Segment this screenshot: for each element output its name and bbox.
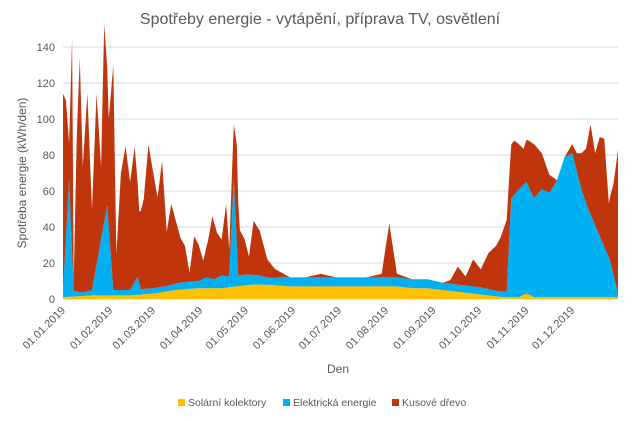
series-area-1 [63, 153, 618, 298]
plot-area [63, 24, 618, 299]
legend-label: Kusové dřevo [402, 397, 466, 409]
y-tick-label: 60 [43, 186, 55, 198]
legend-label: Elektrická energie [293, 397, 377, 409]
x-tick-label: 01.05.2019 [204, 305, 251, 352]
y-tick-label: 100 [37, 114, 55, 126]
chart-title: Spotřeby energie - vytápění, příprava TV… [140, 11, 501, 28]
x-tick-label: 01.06.2019 [251, 305, 298, 352]
x-tick-label: 01.12.2019 [530, 305, 577, 352]
y-tick-label: 0 [49, 294, 55, 306]
legend-swatch [392, 399, 399, 406]
x-axis-title: Den [327, 362, 349, 376]
x-tick-label: 01.11.2019 [485, 305, 532, 352]
x-tick-label: 01.10.2019 [437, 305, 484, 352]
y-axis-title: Spotřeba energie (kWh/den) [15, 98, 29, 249]
legend: Solární kolektory Elektrická energie Kusov… [178, 397, 466, 409]
legend-label: Solární kolektory [188, 397, 267, 409]
x-tick-label: 01.08.2019 [344, 305, 391, 352]
y-tick-label: 20 [43, 258, 55, 270]
y-tick-label: 80 [43, 150, 55, 162]
y-axis: 0 20 40 60 80 100 120 140 [37, 42, 55, 306]
y-tick-label: 40 [43, 222, 55, 234]
x-tick-label: 01.09.2019 [391, 305, 438, 352]
x-tick-label: 01.04.2019 [158, 305, 205, 352]
series-area-2 [63, 24, 618, 294]
legend-swatch [283, 399, 290, 406]
y-tick-label: 140 [37, 42, 55, 54]
y-tick-label: 120 [37, 78, 55, 90]
legend-swatch [178, 399, 185, 406]
x-tick-label: 01.02.2019 [68, 305, 115, 352]
x-tick-label: 01.01.2019 [21, 305, 68, 352]
x-tick-label: 01.03.2019 [111, 305, 158, 352]
x-tick-label: 01.07.2019 [297, 305, 344, 352]
